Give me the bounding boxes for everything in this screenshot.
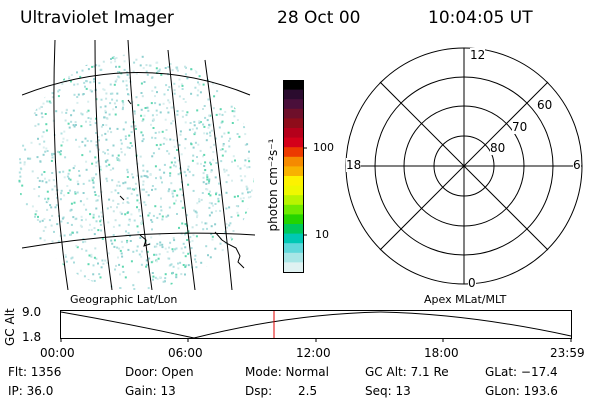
status-ip: IP: 36.0 [8,384,54,398]
parallel-line [22,72,251,96]
colorbar-segment [283,80,303,91]
colorbar-tick-100: 100 [313,141,334,154]
meridian-line [204,59,233,290]
colorbar-segment [283,214,303,225]
x-tick-1200: 12:00 [296,346,331,360]
colorbar-segment [283,262,303,273]
status-glon: GLon: 193.6 [485,384,558,398]
instrument-title: Ultraviolet Imager [20,8,174,28]
colorbar-segment [283,185,303,196]
time-label: 10:04:05 UT [428,8,533,28]
mlt-label-6: 6 [573,158,581,172]
colorbar-segment [283,176,303,187]
colorbar-segment [283,118,303,129]
colorbar-segment [283,128,303,139]
altitude-y-top: 9.0 [22,305,42,319]
colorbar-segment [283,99,303,110]
lat-label-80: 80 [490,141,506,155]
colorbar-segment [283,252,303,263]
altitude-ylabel: GC Alt [3,308,17,346]
status-gain: Gain: 13 [125,384,176,398]
mlt-label-18: 18 [346,158,362,172]
status-dsp-value: 2.5 [298,384,318,398]
altitude-plot-frame [60,310,572,339]
status-door: Door: Open [125,365,194,379]
colorbar-segment [283,243,303,254]
status-seq: Seq: 13 [365,384,411,398]
status-flt: Flt: 1356 [8,365,62,379]
coastline [214,231,245,269]
coastline [127,99,132,105]
x-tick-2359: 23:59 [550,346,585,360]
mlt-label-0: 0 [468,276,476,290]
colorbar-segment [283,137,303,148]
colorbar-segment [283,108,303,119]
altitude-y-bottom: 1.8 [22,330,42,344]
mlt-label-12: 12 [470,48,486,62]
meridian-line [53,40,69,290]
colorbar-segment [283,89,303,100]
colorbar-segment [283,233,303,244]
coastline [119,195,125,201]
color-bar [283,80,307,273]
x-tick-0000: 00:00 [40,346,75,360]
lat-label-60: 60 [537,98,553,112]
colorbar-segment [283,166,303,177]
status-mode: Mode: Normal [245,365,329,379]
polar-label: Apex MLat/MLT [424,293,507,306]
mlt-diagonal [379,81,549,251]
meridian-line [94,40,113,290]
parallel-line [22,232,256,249]
coastline [139,234,151,247]
colorbar-tick-10: 10 [315,228,329,241]
status-glat: GLat: −17.4 [485,365,558,379]
x-tick-1800: 18:00 [424,346,459,360]
status-gc-alt: GC Alt: 7.1 Re [365,365,449,379]
colorbar-segment [283,156,303,167]
lat-label-70: 70 [512,120,528,134]
colorbar-segment [283,224,303,235]
date-label: 28 Oct 00 [277,8,361,28]
x-tick-0600: 06:00 [168,346,203,360]
geographic-label: Geographic Lat/Lon [70,293,178,306]
status-dsp-label: Dsp: [245,384,273,398]
colorbar-segment [283,147,303,158]
meridian-line [167,49,196,290]
colorbar-segment [283,204,303,215]
altitude-curve [60,311,572,339]
colorbar-segment [283,195,303,206]
